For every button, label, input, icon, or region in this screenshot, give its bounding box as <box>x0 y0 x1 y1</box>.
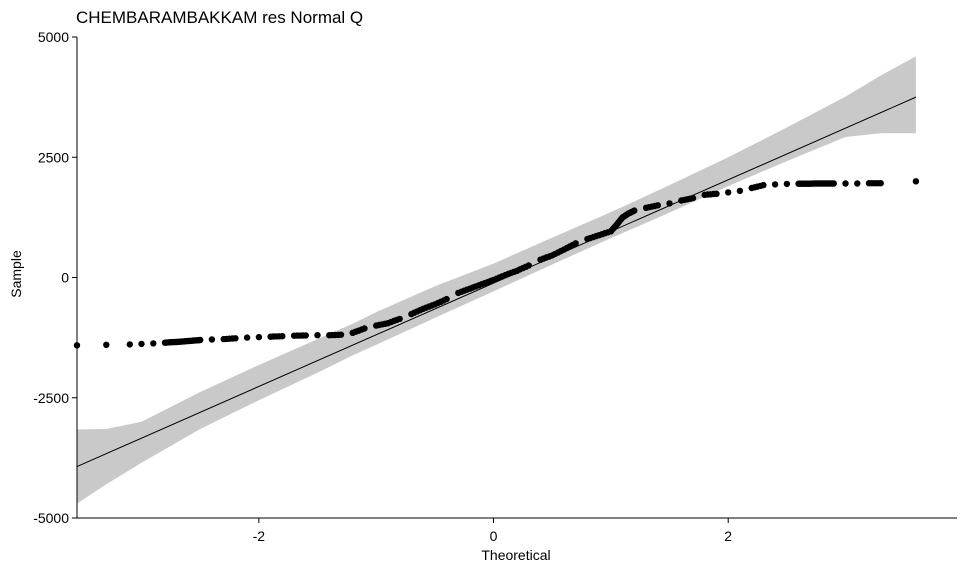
data-point <box>138 340 145 348</box>
data-point <box>854 180 861 187</box>
data-point <box>654 202 661 209</box>
y-tick-label: 5000 <box>38 29 69 45</box>
plot-area <box>73 56 920 504</box>
data-point <box>243 334 251 341</box>
data-point <box>396 315 403 323</box>
y-tick-label: 0 <box>61 270 69 286</box>
data-point <box>150 340 157 347</box>
data-point <box>197 336 204 344</box>
data-point <box>302 332 309 339</box>
data-point <box>279 333 286 340</box>
x-tick-label: 2 <box>724 528 732 544</box>
data-point <box>842 180 849 187</box>
y-tick-label: -2500 <box>33 390 69 406</box>
data-point <box>631 207 638 214</box>
data-point <box>877 180 884 187</box>
data-point <box>912 178 920 185</box>
y-tick-label: -5000 <box>33 510 69 526</box>
data-point <box>572 240 579 247</box>
data-point <box>103 341 110 348</box>
x-tick-label: -2 <box>253 528 266 544</box>
x-axis-ticks: -2 0 2 <box>253 518 732 544</box>
data-point <box>689 194 697 202</box>
data-point <box>736 187 744 195</box>
y-axis-ticks: -5000 -2500 0 2500 5000 <box>33 29 77 526</box>
chart-title: CHEMBARAMBAKKAM res Normal Q <box>76 8 363 27</box>
data-point <box>783 180 791 188</box>
data-point <box>232 335 239 342</box>
data-point <box>771 181 779 188</box>
y-tick-label: 2500 <box>38 149 69 165</box>
data-point <box>314 332 321 339</box>
data-point <box>337 331 345 338</box>
data-point <box>361 325 368 332</box>
data-point <box>208 336 216 343</box>
data-point <box>666 200 673 207</box>
data-point <box>443 295 450 303</box>
data-point <box>725 189 732 196</box>
data-point <box>760 181 767 189</box>
data-point <box>713 190 720 197</box>
y-axis-title: Sample <box>8 250 24 298</box>
data-point <box>830 180 837 187</box>
data-point <box>126 341 133 348</box>
x-axis-title: Theoretical <box>481 547 550 563</box>
data-point <box>255 333 263 341</box>
x-tick-label: 0 <box>490 528 498 544</box>
data-point <box>525 262 532 269</box>
